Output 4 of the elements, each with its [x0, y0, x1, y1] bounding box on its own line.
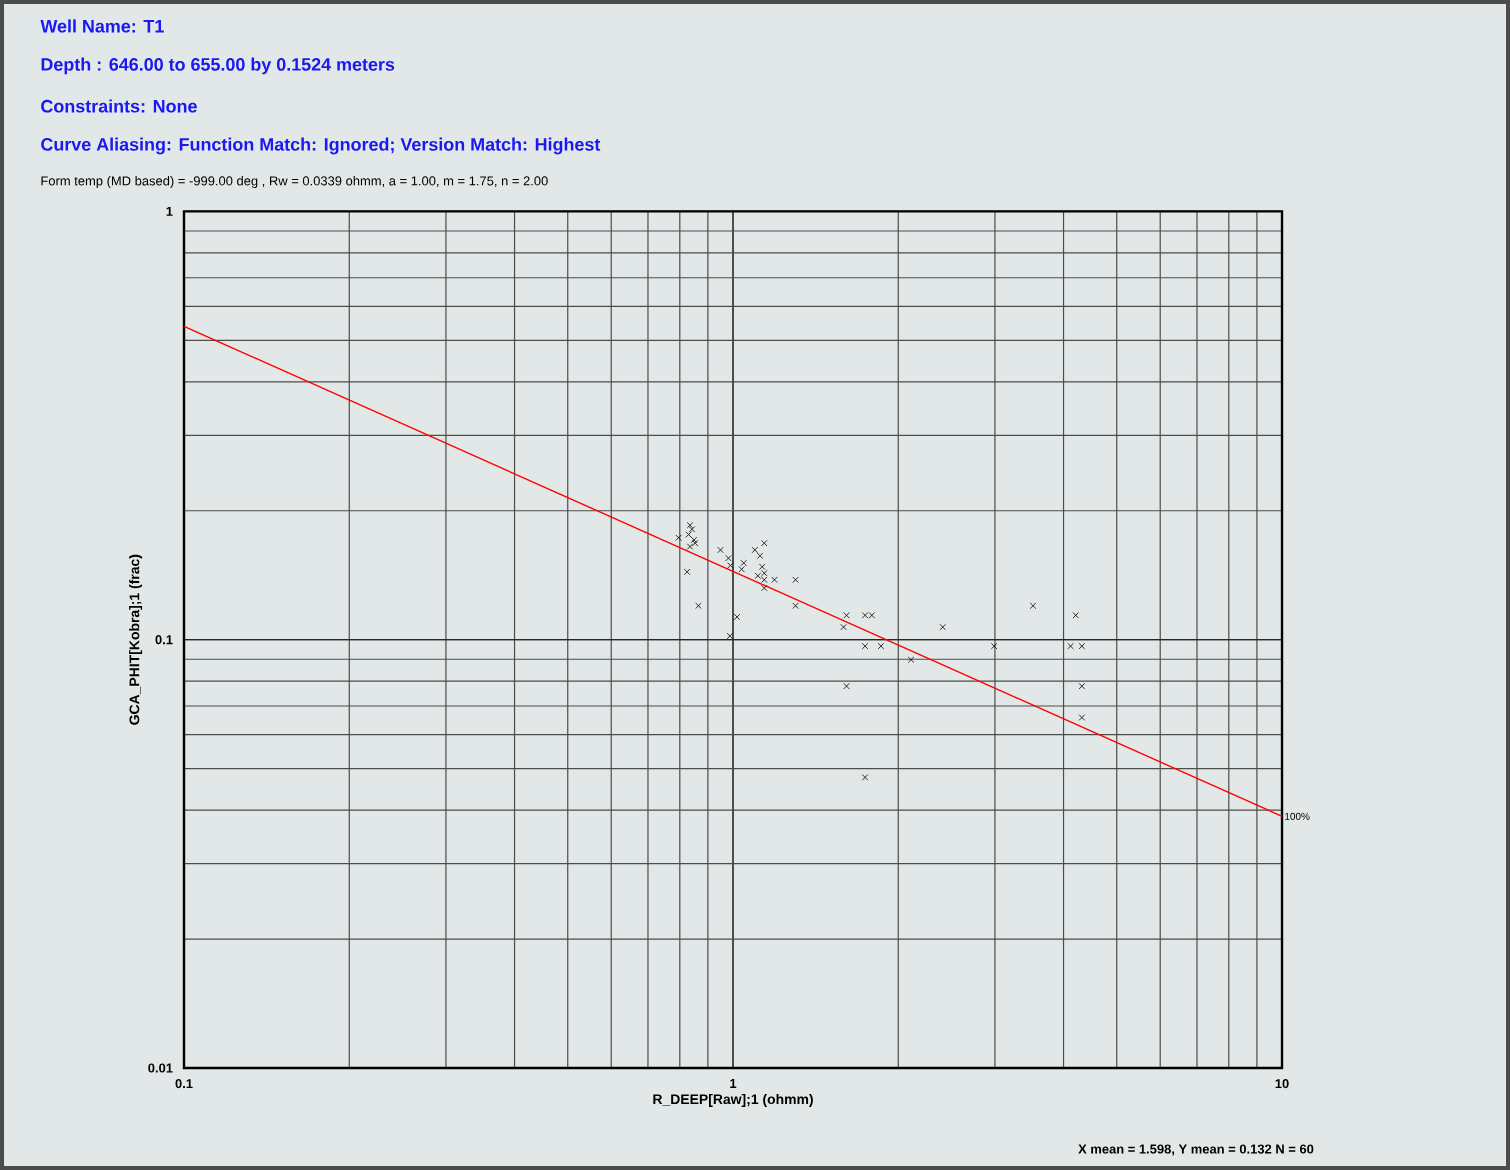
chart-subtitle: Depth : 646.00 to 655.00 by 0.1524 meters	[41, 57, 395, 75]
text: Curve Aliasing: Function Match: Ignored; Version Match: Highest	[41, 137, 601, 155]
text: Constraints: None	[41, 99, 197, 113]
chart-title: Well Name: T1	[40, 19, 164, 33]
